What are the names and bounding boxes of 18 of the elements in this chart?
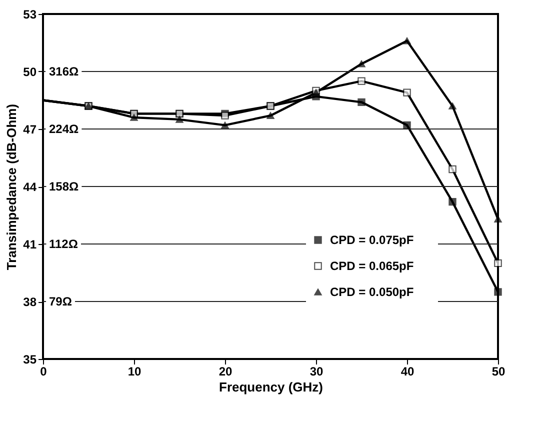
x-tick-label: 40 xyxy=(400,364,414,378)
x-tick-label: 10 xyxy=(128,364,142,378)
legend-label: CPD = 0.075pF xyxy=(330,233,414,247)
y-tick-label: 53 xyxy=(23,8,37,22)
x-tick-label: 0 xyxy=(40,364,48,378)
y-tick-label: 47 xyxy=(23,122,37,136)
x-axis-title: Frequency (GHz) xyxy=(218,380,324,394)
y-tick-label: 44 xyxy=(23,180,37,194)
x-tick-label: 50 xyxy=(492,364,506,378)
y-axis-title: Transimpedance (dB-Ohm) xyxy=(4,104,20,270)
legend-label: CPD = 0.050pF xyxy=(330,285,414,299)
y-tick-label: 50 xyxy=(23,65,37,79)
y-tick-label: 35 xyxy=(23,352,37,366)
legend-label: CPD = 0.065pF xyxy=(330,259,414,273)
y-tick-label: 38 xyxy=(23,295,37,309)
x-tick-label: 30 xyxy=(310,364,324,378)
x-tick-label: 20 xyxy=(218,364,232,378)
y-tick-label: 41 xyxy=(23,238,37,252)
